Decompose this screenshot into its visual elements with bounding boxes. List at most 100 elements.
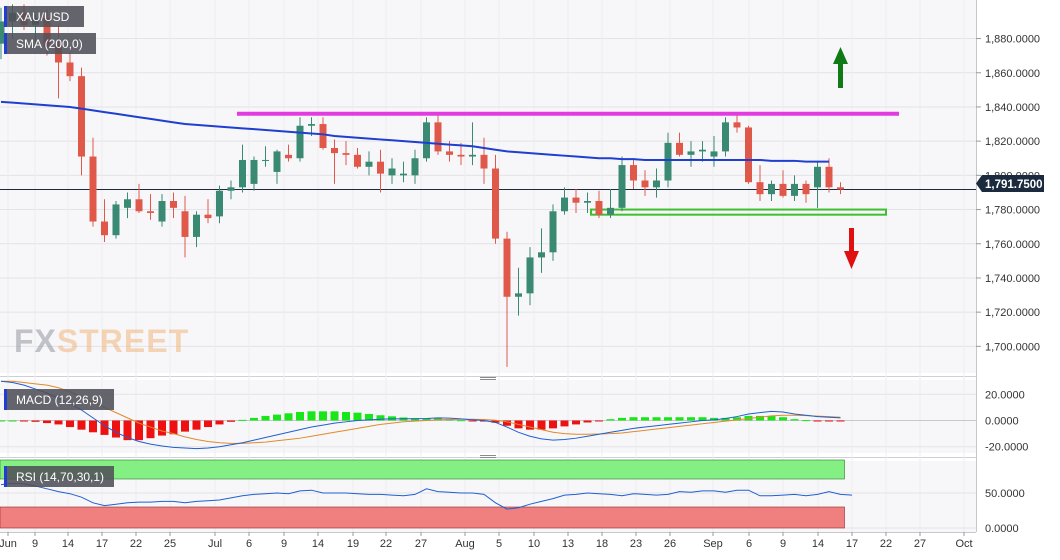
macd-histogram-bar <box>641 417 649 421</box>
macd-histogram-bar <box>721 417 730 421</box>
watermark-fx: FX <box>14 323 57 359</box>
support-zone <box>590 208 887 216</box>
candle-body <box>434 122 442 152</box>
resize-handle-1[interactable] <box>480 377 496 380</box>
macd-histogram-bar <box>158 420 166 436</box>
candle-body <box>112 204 120 236</box>
macd-histogram-bar <box>319 411 327 421</box>
axes: 1,880.0000 1,860.0000 1,840.0000 1,820.0000… <box>0 34 1040 550</box>
sma-legend[interactable]: SMA (200,0) <box>4 33 96 54</box>
candle-body <box>388 168 396 176</box>
macd-histogram-bar <box>250 417 258 421</box>
macd-legend[interactable]: MACD (12,26,9) <box>4 389 114 410</box>
candle-body <box>733 122 741 128</box>
macd-histogram-bar <box>595 420 603 422</box>
macd-histogram-bar <box>43 420 51 424</box>
macd-signal-line <box>1 380 841 444</box>
macd-histogram-bar <box>353 412 362 421</box>
macd-histogram-bar <box>181 420 189 432</box>
rsi-tick-label: 50.0000 <box>985 488 1025 500</box>
rsi-line <box>0 482 853 510</box>
candle-body <box>503 238 511 297</box>
current-price-tag: 1,791.7500 <box>976 175 1044 192</box>
macd-histogram-bar <box>100 420 109 435</box>
macd-histogram-bar <box>284 413 293 421</box>
candle-body <box>239 159 246 188</box>
rsi-legend[interactable]: RSI (14,70,30,1) <box>4 466 114 487</box>
arrow-down-icon <box>844 228 859 269</box>
rsi-overbought-band <box>0 459 845 480</box>
macd-histogram-bar <box>376 415 385 421</box>
macd-histogram-bar <box>802 420 810 422</box>
candle-body <box>158 201 166 222</box>
candle-body <box>227 187 235 191</box>
candle-body <box>66 62 74 77</box>
rsi-tick-label: 0.0000 <box>985 523 1019 535</box>
price-tick-label: 1,860.0000 <box>985 68 1040 80</box>
candle-body <box>699 149 706 152</box>
macd-histogram-bar <box>491 420 500 423</box>
macd-histogram-bar <box>468 420 477 422</box>
macd-histogram-bar <box>733 417 741 421</box>
candle-body <box>664 142 672 181</box>
time-tick-label: 22 <box>380 538 392 550</box>
time-tick-label: 9 <box>780 538 786 550</box>
candle-body <box>526 257 534 294</box>
macd-histogram-bar <box>687 417 695 421</box>
macd-histogram-bar <box>365 413 373 421</box>
time-tick-label: 6 <box>246 538 252 550</box>
resize-handle-2[interactable] <box>480 455 496 458</box>
candle-body <box>377 161 384 174</box>
macd-histogram-bar <box>204 420 212 428</box>
time-tick-label: 9 <box>32 538 38 550</box>
macd-histogram-bar <box>227 420 235 422</box>
macd-histogram-bar <box>135 420 143 441</box>
candle-body <box>319 124 327 148</box>
price-tick-label: 1,720.0000 <box>985 307 1040 319</box>
candle-body <box>400 173 407 176</box>
candle-body <box>607 207 614 215</box>
macd-histogram-bar <box>146 420 155 439</box>
sma-label: SMA (200,0) <box>16 37 83 51</box>
symbol-legend[interactable]: XAU/USD <box>4 6 84 27</box>
price-tick-label: 1,820.0000 <box>985 136 1040 148</box>
macd-histogram-bar <box>261 415 270 421</box>
price-tick-label: 1,780.0000 <box>985 205 1040 217</box>
candle-body <box>250 159 258 184</box>
candle-body <box>779 183 787 196</box>
candle-body <box>308 124 315 126</box>
macd-histogram-bar <box>422 418 431 421</box>
time-tick-label: 14 <box>812 538 824 550</box>
rsi-series <box>0 459 853 529</box>
price-pane <box>0 0 976 373</box>
candle-body <box>538 252 545 258</box>
macd-histogram-bar <box>572 420 580 425</box>
candle-body <box>722 122 729 152</box>
time-tick-label: 27 <box>914 538 926 550</box>
macd-histogram-bar <box>652 417 661 421</box>
macd-histogram-bar <box>813 420 822 422</box>
time-tick-label: 17 <box>846 538 858 550</box>
macd-histogram-bar <box>20 420 28 422</box>
time-tick-label: 13 <box>562 538 574 550</box>
candle-body <box>0 21 5 44</box>
time-tick-label: 5 <box>496 538 502 550</box>
candle-body <box>331 147 338 154</box>
candle-body <box>423 122 430 159</box>
price-tick-label: 1,700.0000 <box>985 341 1040 353</box>
candle-body <box>285 154 292 159</box>
watermark-street: STREET <box>57 323 189 359</box>
candle-body <box>814 166 821 188</box>
candle-body <box>687 151 695 155</box>
macd-histogram-bar <box>66 420 74 428</box>
candle-body <box>457 154 465 157</box>
candle-body <box>89 156 97 222</box>
time-tick-label: 19 <box>347 538 359 550</box>
candle-body <box>181 211 189 237</box>
candle-body <box>549 211 557 253</box>
candle-body <box>216 190 223 217</box>
candle-body <box>630 165 637 181</box>
fxstreet-watermark: FXSTREET <box>14 323 189 359</box>
